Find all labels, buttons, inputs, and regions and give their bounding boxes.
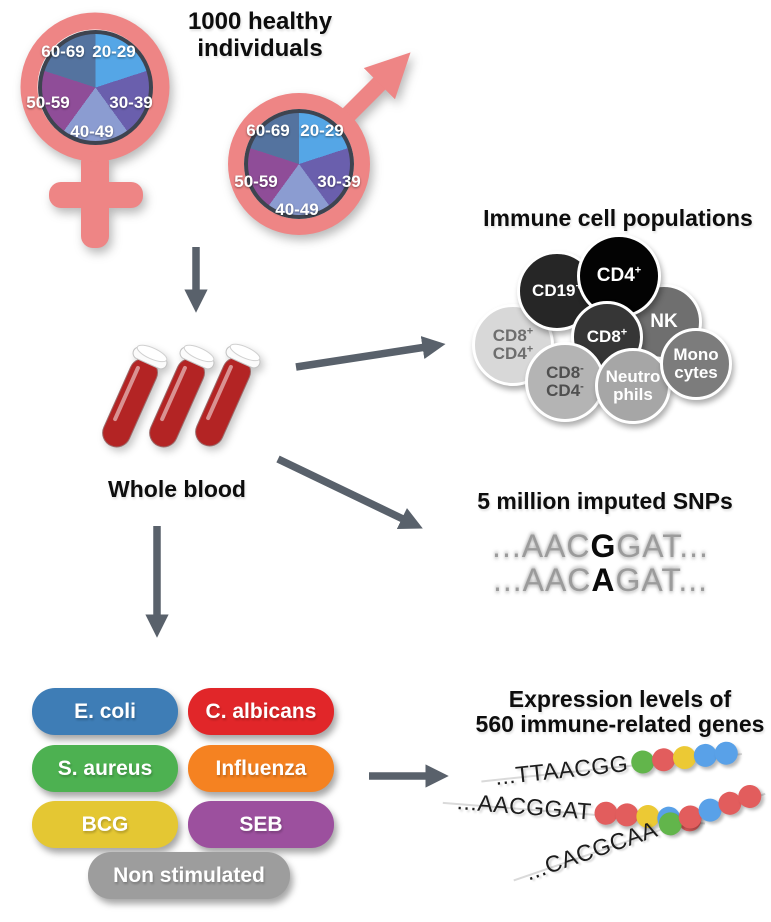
age-label-30-39-male: 30-39: [317, 172, 361, 191]
age-label-30-39-female: 30-39: [109, 93, 153, 112]
snp-variant-letter: G: [590, 528, 617, 564]
cell-label: CD8+: [586, 326, 628, 347]
expression-dot: [713, 740, 739, 766]
age-label-20-29-female: 20-29: [92, 42, 136, 61]
blood-tubes-graphic: [92, 338, 266, 456]
figure-title: 1000 healthy individuals: [160, 8, 360, 62]
expression-dot: [692, 742, 718, 768]
cell-label: Neutro: [605, 367, 661, 387]
cell-label: CD4+: [596, 264, 642, 287]
whole-blood-label: Whole blood: [108, 476, 246, 502]
snps-title: 5 million imputed SNPs: [477, 488, 733, 514]
cell-monocytes: Mono cytes: [660, 328, 732, 400]
expression-title: Expression levels of 560 immune-related …: [452, 687, 771, 737]
cell-label: CD19+: [532, 281, 582, 301]
stimulus-influenza: Influenza: [188, 745, 334, 792]
cell-neutrophils: Neutro phils: [595, 348, 671, 424]
arrow-blood-to-snps: [276, 455, 423, 529]
female-age-pie-chart: [38, 30, 153, 145]
cell-label: CD8-: [546, 362, 584, 383]
cell-label: Mono: [673, 345, 719, 365]
cell-cd8neg-cd4neg: CD8- CD4-: [525, 342, 605, 422]
snp-sequence-allele-2: ...AACAGAT...: [492, 562, 709, 598]
stimulus-non-stimulated: Non stimulated: [88, 852, 290, 899]
cell-label: CD8+: [492, 325, 534, 346]
stimulus-s-aureus: S. aureus: [32, 745, 178, 792]
stimulus-bcg: BCG: [32, 801, 178, 848]
cell-label: CD4+: [492, 343, 534, 363]
age-label-50-59-female: 50-59: [26, 93, 70, 112]
immune-cells-title: Immune cell populations: [483, 205, 753, 231]
expression-read-1: ...TTAACGG: [481, 737, 742, 792]
cell-label: NK: [650, 311, 678, 333]
cell-label: phils: [613, 385, 653, 404]
expression-dot: [629, 748, 655, 775]
age-label-20-29-male: 20-29: [300, 121, 344, 140]
age-label-50-59-male: 50-59: [234, 172, 278, 191]
cell-label: cytes: [674, 363, 718, 382]
cell-label: CD4-: [546, 380, 584, 400]
age-label-40-49-female: 40-49: [70, 122, 114, 141]
stimulus-c-albicans: C. albicans: [188, 688, 334, 735]
expression-title-line2: 560 immune-related genes: [475, 711, 765, 737]
figure-title-line2: individuals: [197, 35, 323, 62]
age-label-60-69-female: 60-69: [41, 42, 85, 61]
snp-sequences: ...AACGGAT... ...AACAGAT...: [430, 529, 771, 597]
stimulus-seb: SEB: [188, 801, 334, 848]
male-age-pie-chart: [244, 109, 354, 219]
read-sequence: ...TTAACGG: [493, 749, 630, 790]
arrow-blood-to-cells: [295, 336, 446, 371]
age-label-40-49-male: 40-49: [275, 200, 319, 219]
expression-dot: [650, 746, 676, 772]
expression-title-line1: Expression levels of: [508, 686, 732, 712]
snp-variant-letter: A: [591, 562, 616, 598]
age-label-60-69-male: 60-69: [246, 121, 290, 140]
expression-dot: [671, 744, 697, 770]
figure-title-line1: 1000 healthy: [187, 8, 333, 35]
read-sequence: ...AACGGAT: [456, 787, 593, 825]
snp-sequence-allele-1: ...AACGGAT...: [492, 528, 709, 564]
stimulus-e-coli: E. coli: [32, 688, 178, 735]
